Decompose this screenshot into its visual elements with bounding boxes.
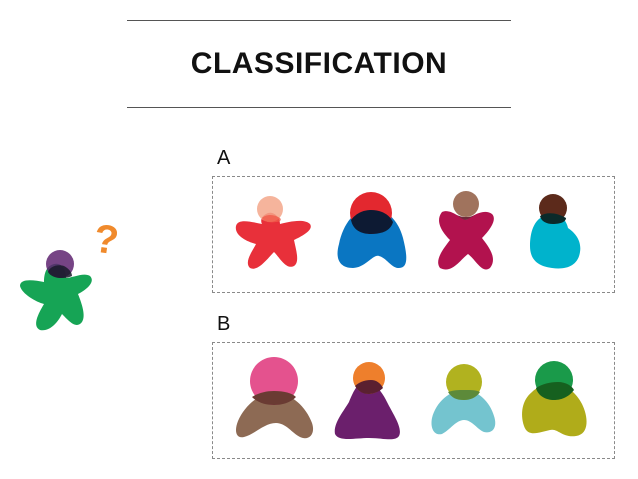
group-b-figure-2-overlap (355, 380, 383, 394)
group-a-figure-1 (235, 196, 311, 269)
group-b-box (212, 342, 615, 459)
group-a-figure-3-overlap (456, 214, 476, 220)
group-b-figure-3-overlap (448, 390, 480, 400)
group-a-figure-1-head (257, 196, 283, 222)
group-b-figure-2 (334, 362, 400, 440)
question-mark-icon: ? (91, 216, 122, 264)
group-b-label: B (217, 313, 231, 335)
group-a-label: A (217, 147, 231, 169)
group-b-figure-4 (522, 361, 587, 437)
group-b-figure-3-body (431, 390, 496, 435)
group-a-figure-1-overlap (262, 215, 281, 223)
unknown-figure (20, 250, 92, 331)
group-a-figure-2-overlap (351, 210, 393, 234)
title-top-rule (127, 20, 511, 21)
group-b-figure-2-body (334, 381, 400, 440)
group-a-figure-2 (337, 192, 407, 268)
title-bottom-rule (127, 107, 511, 108)
unknown-figure-body (20, 263, 92, 331)
group-a-figure-4-body (530, 213, 581, 269)
group-a-figure-4-overlap (540, 213, 566, 224)
group-b-figure-1-overlap (252, 391, 296, 405)
group-a-figure-4 (530, 194, 581, 269)
group-a-figure-3-body (438, 211, 494, 270)
page-title: CLASSIFICATION (190, 47, 448, 80)
group-b-figure-3 (431, 364, 496, 435)
group-a-figure-1-body (235, 212, 311, 269)
group-b-figure-1-body (236, 393, 314, 439)
group-b-figure-4-overlap (536, 382, 574, 400)
group-b-figure-4-body (522, 383, 587, 437)
group-b-figure-1 (236, 357, 314, 439)
group-a-box (212, 176, 615, 293)
group-a-figure-3 (438, 191, 494, 270)
group-a-figure-3-head (453, 191, 479, 217)
unknown-figure-overlap (48, 265, 72, 278)
